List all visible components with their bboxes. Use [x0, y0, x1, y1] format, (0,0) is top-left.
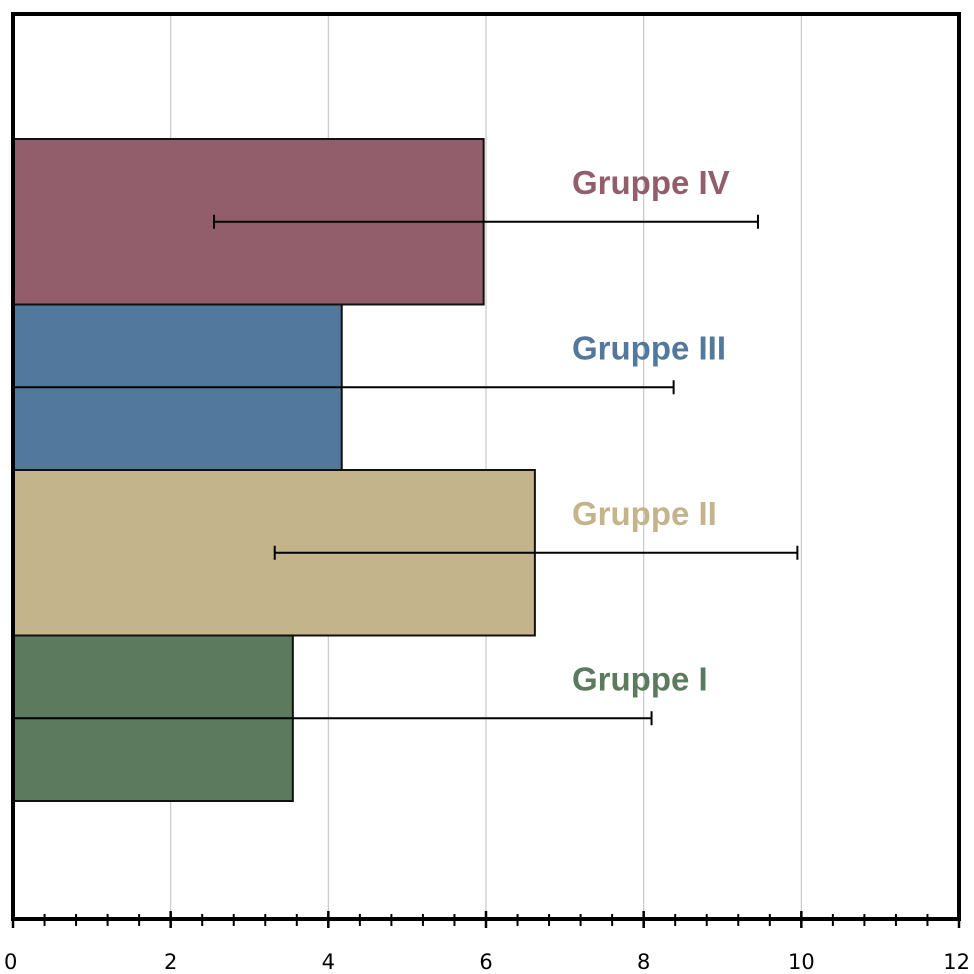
x-tick-label-3: 6: [479, 950, 492, 974]
series-label-gruppe-iii: Gruppe III: [572, 330, 726, 367]
error-bar-gruppe-iii: [13, 380, 675, 395]
series-labels: Gruppe I Gruppe II Gruppe III Gruppe IV: [572, 164, 730, 698]
x-tick-label-6: 12: [943, 950, 970, 974]
series-label-gruppe-ii: Gruppe II: [572, 495, 717, 532]
x-tick-label-0: 0: [4, 950, 17, 974]
x-tick-label-4: 8: [637, 950, 650, 974]
error-bar-gruppe-i: [13, 711, 653, 726]
series-label-gruppe-iv: Gruppe IV: [572, 164, 730, 201]
error-bars: [13, 214, 799, 726]
x-axis: 0 2 4 6 8 10 12: [4, 911, 970, 974]
bars: [12, 138, 536, 802]
x-tick-label-2: 4: [322, 950, 335, 974]
error-bar-gruppe-iv: [213, 214, 759, 229]
series-label-gruppe-i: Gruppe I: [572, 661, 708, 698]
x-tick-label-5: 10: [788, 950, 815, 974]
error-bar-gruppe-ii: [273, 545, 799, 560]
x-tick-label-1: 2: [164, 950, 177, 974]
